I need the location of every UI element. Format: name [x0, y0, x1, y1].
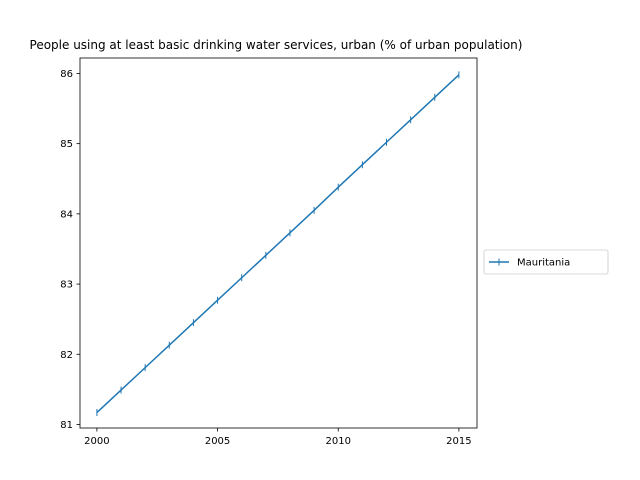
y-tick-label: 82 — [60, 350, 73, 361]
legend-box — [483, 249, 609, 275]
x-axis: 2000 2005 2010 2015 — [84, 428, 472, 447]
y-tick-label: 83 — [60, 280, 73, 291]
series-layer — [96, 71, 460, 417]
y-tick-label: 84 — [60, 209, 73, 220]
x-tick-label: 2010 — [326, 436, 351, 447]
y-tick-label: 85 — [60, 139, 73, 150]
legend: Mauritania — [483, 249, 609, 275]
series-line-mauritania — [96, 74, 460, 414]
x-tick-label: 2000 — [84, 436, 109, 447]
y-tick-label: 86 — [60, 69, 73, 80]
x-tick-label: 2015 — [446, 436, 471, 447]
plot-area — [79, 57, 478, 429]
x-tick-label: 2005 — [205, 436, 230, 447]
chart-title: People using at least basic drinking wat… — [30, 38, 523, 52]
y-tick-label: 81 — [60, 420, 73, 431]
y-axis: 81 82 83 84 85 86 — [60, 69, 80, 431]
legend-label: Mauritania — [517, 258, 570, 269]
